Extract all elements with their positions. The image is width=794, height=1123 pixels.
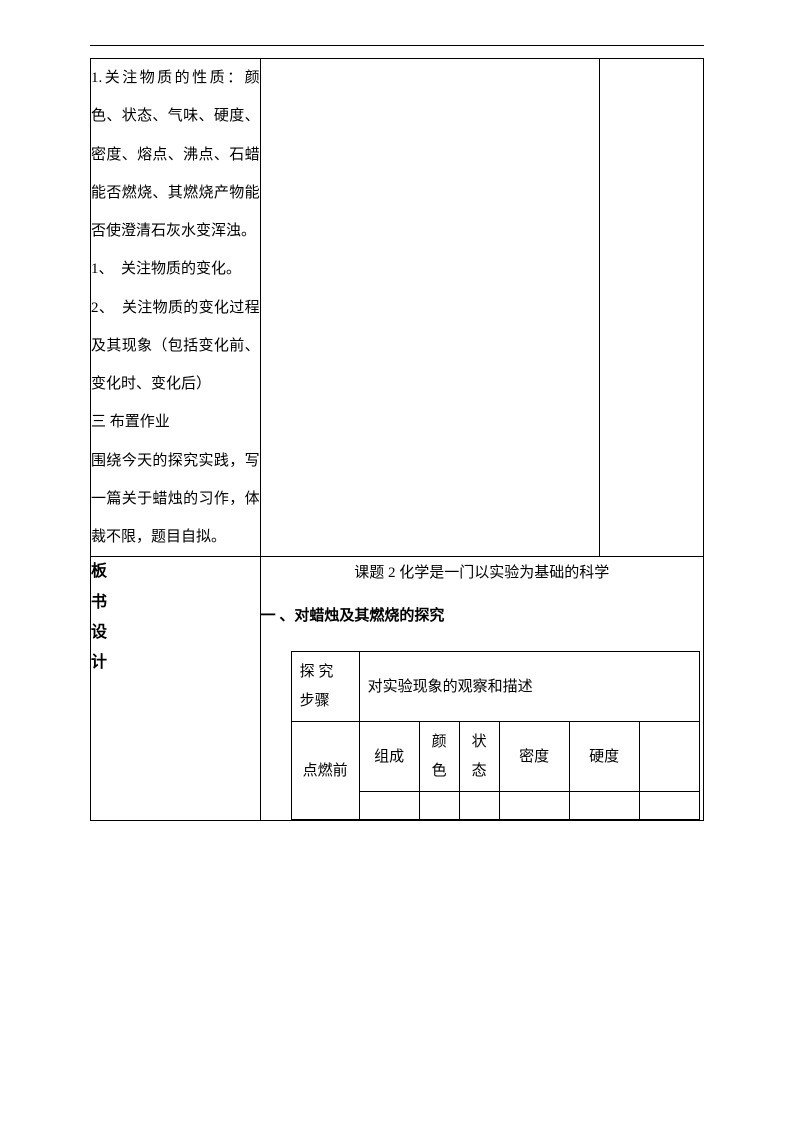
- header-rule: [90, 45, 704, 46]
- inner-table: 探 究 步骤 对实验现象的观察和描述 点燃前 组成 颜色 状态 密度 硬度: [291, 651, 700, 820]
- steps-header: 探 究 步骤: [291, 652, 359, 722]
- desc-header: 对实验现象的观察和描述: [359, 652, 699, 722]
- val-blank: [639, 792, 699, 820]
- val-hardness: [569, 792, 639, 820]
- col-blank: [639, 722, 699, 792]
- board-label-c1: 板: [91, 557, 260, 587]
- val-state: [459, 792, 499, 820]
- lesson-title: 课题 2 化学是一门以实验为基础的科学: [261, 557, 703, 590]
- board-label-c3: 设: [91, 618, 260, 648]
- homework-title: 三 布置作业: [91, 403, 260, 441]
- col-state: 状态: [459, 722, 499, 792]
- prop-paragraph: 1.关注物质的性质：颜色、状态、气味、硬度、密度、熔点、沸点、石蜡能否燃烧、其燃…: [91, 59, 260, 250]
- val-density: [499, 792, 569, 820]
- before-light-cell: 点燃前: [291, 722, 359, 820]
- top-left-cell: 1.关注物质的性质：颜色、状态、气味、硬度、密度、熔点、沸点、石蜡能否燃烧、其燃…: [91, 59, 261, 557]
- outer-table: 1.关注物质的性质：颜色、状态、气味、硬度、密度、熔点、沸点、石蜡能否燃烧、其燃…: [90, 58, 704, 821]
- top-right-cell-a: [600, 59, 650, 557]
- col-color: 颜色: [419, 722, 459, 792]
- board-label-cell: 板 书 设 计: [91, 557, 261, 821]
- val-composition: [359, 792, 419, 820]
- list-item-1: 1、 关注物质的变化。: [91, 250, 260, 288]
- col-composition: 组成: [359, 722, 419, 792]
- board-label-c4: 计: [91, 648, 260, 678]
- list-item-2: 2、 关注物质的变化过程及其现象（包括变化前、变化时、变化后）: [91, 289, 260, 404]
- board-label-c2: 书: [91, 588, 260, 618]
- section-heading: 一 、对蜡烛及其燃烧的探究: [261, 600, 703, 633]
- col-density: 密度: [499, 722, 569, 792]
- col-hardness: 硬度: [569, 722, 639, 792]
- val-color: [419, 792, 459, 820]
- board-content-cell: 课题 2 化学是一门以实验为基础的科学 一 、对蜡烛及其燃烧的探究 探 究 步骤…: [260, 557, 703, 821]
- homework-body: 围绕今天的探究实践，写一篇关于蜡烛的习作，体裁不限，题目自拟。: [91, 442, 260, 557]
- top-right-cell-b: [650, 59, 704, 557]
- top-mid-cell: [260, 59, 600, 557]
